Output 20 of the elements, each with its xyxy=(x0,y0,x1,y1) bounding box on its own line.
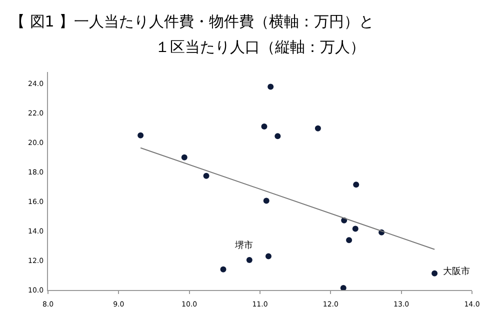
annotation: 大阪市 xyxy=(443,266,470,277)
point xyxy=(138,132,144,138)
point xyxy=(220,266,226,272)
point xyxy=(274,133,281,140)
point xyxy=(261,124,268,130)
point xyxy=(265,253,272,260)
point xyxy=(314,125,321,132)
point xyxy=(246,256,252,263)
point xyxy=(353,182,360,188)
point xyxy=(268,84,274,90)
point xyxy=(432,270,438,276)
point xyxy=(181,154,188,160)
point xyxy=(352,226,358,232)
annotation: 堺市 xyxy=(234,240,253,251)
point xyxy=(203,172,210,179)
point xyxy=(346,237,352,244)
point xyxy=(340,284,346,290)
point xyxy=(263,198,270,204)
chart-subtitle: １区当たり人口（縦軸：万人） xyxy=(155,38,365,56)
chart-title: 【 図1 】一人当たり人件費・物件費（横軸：万円）と xyxy=(10,12,374,31)
